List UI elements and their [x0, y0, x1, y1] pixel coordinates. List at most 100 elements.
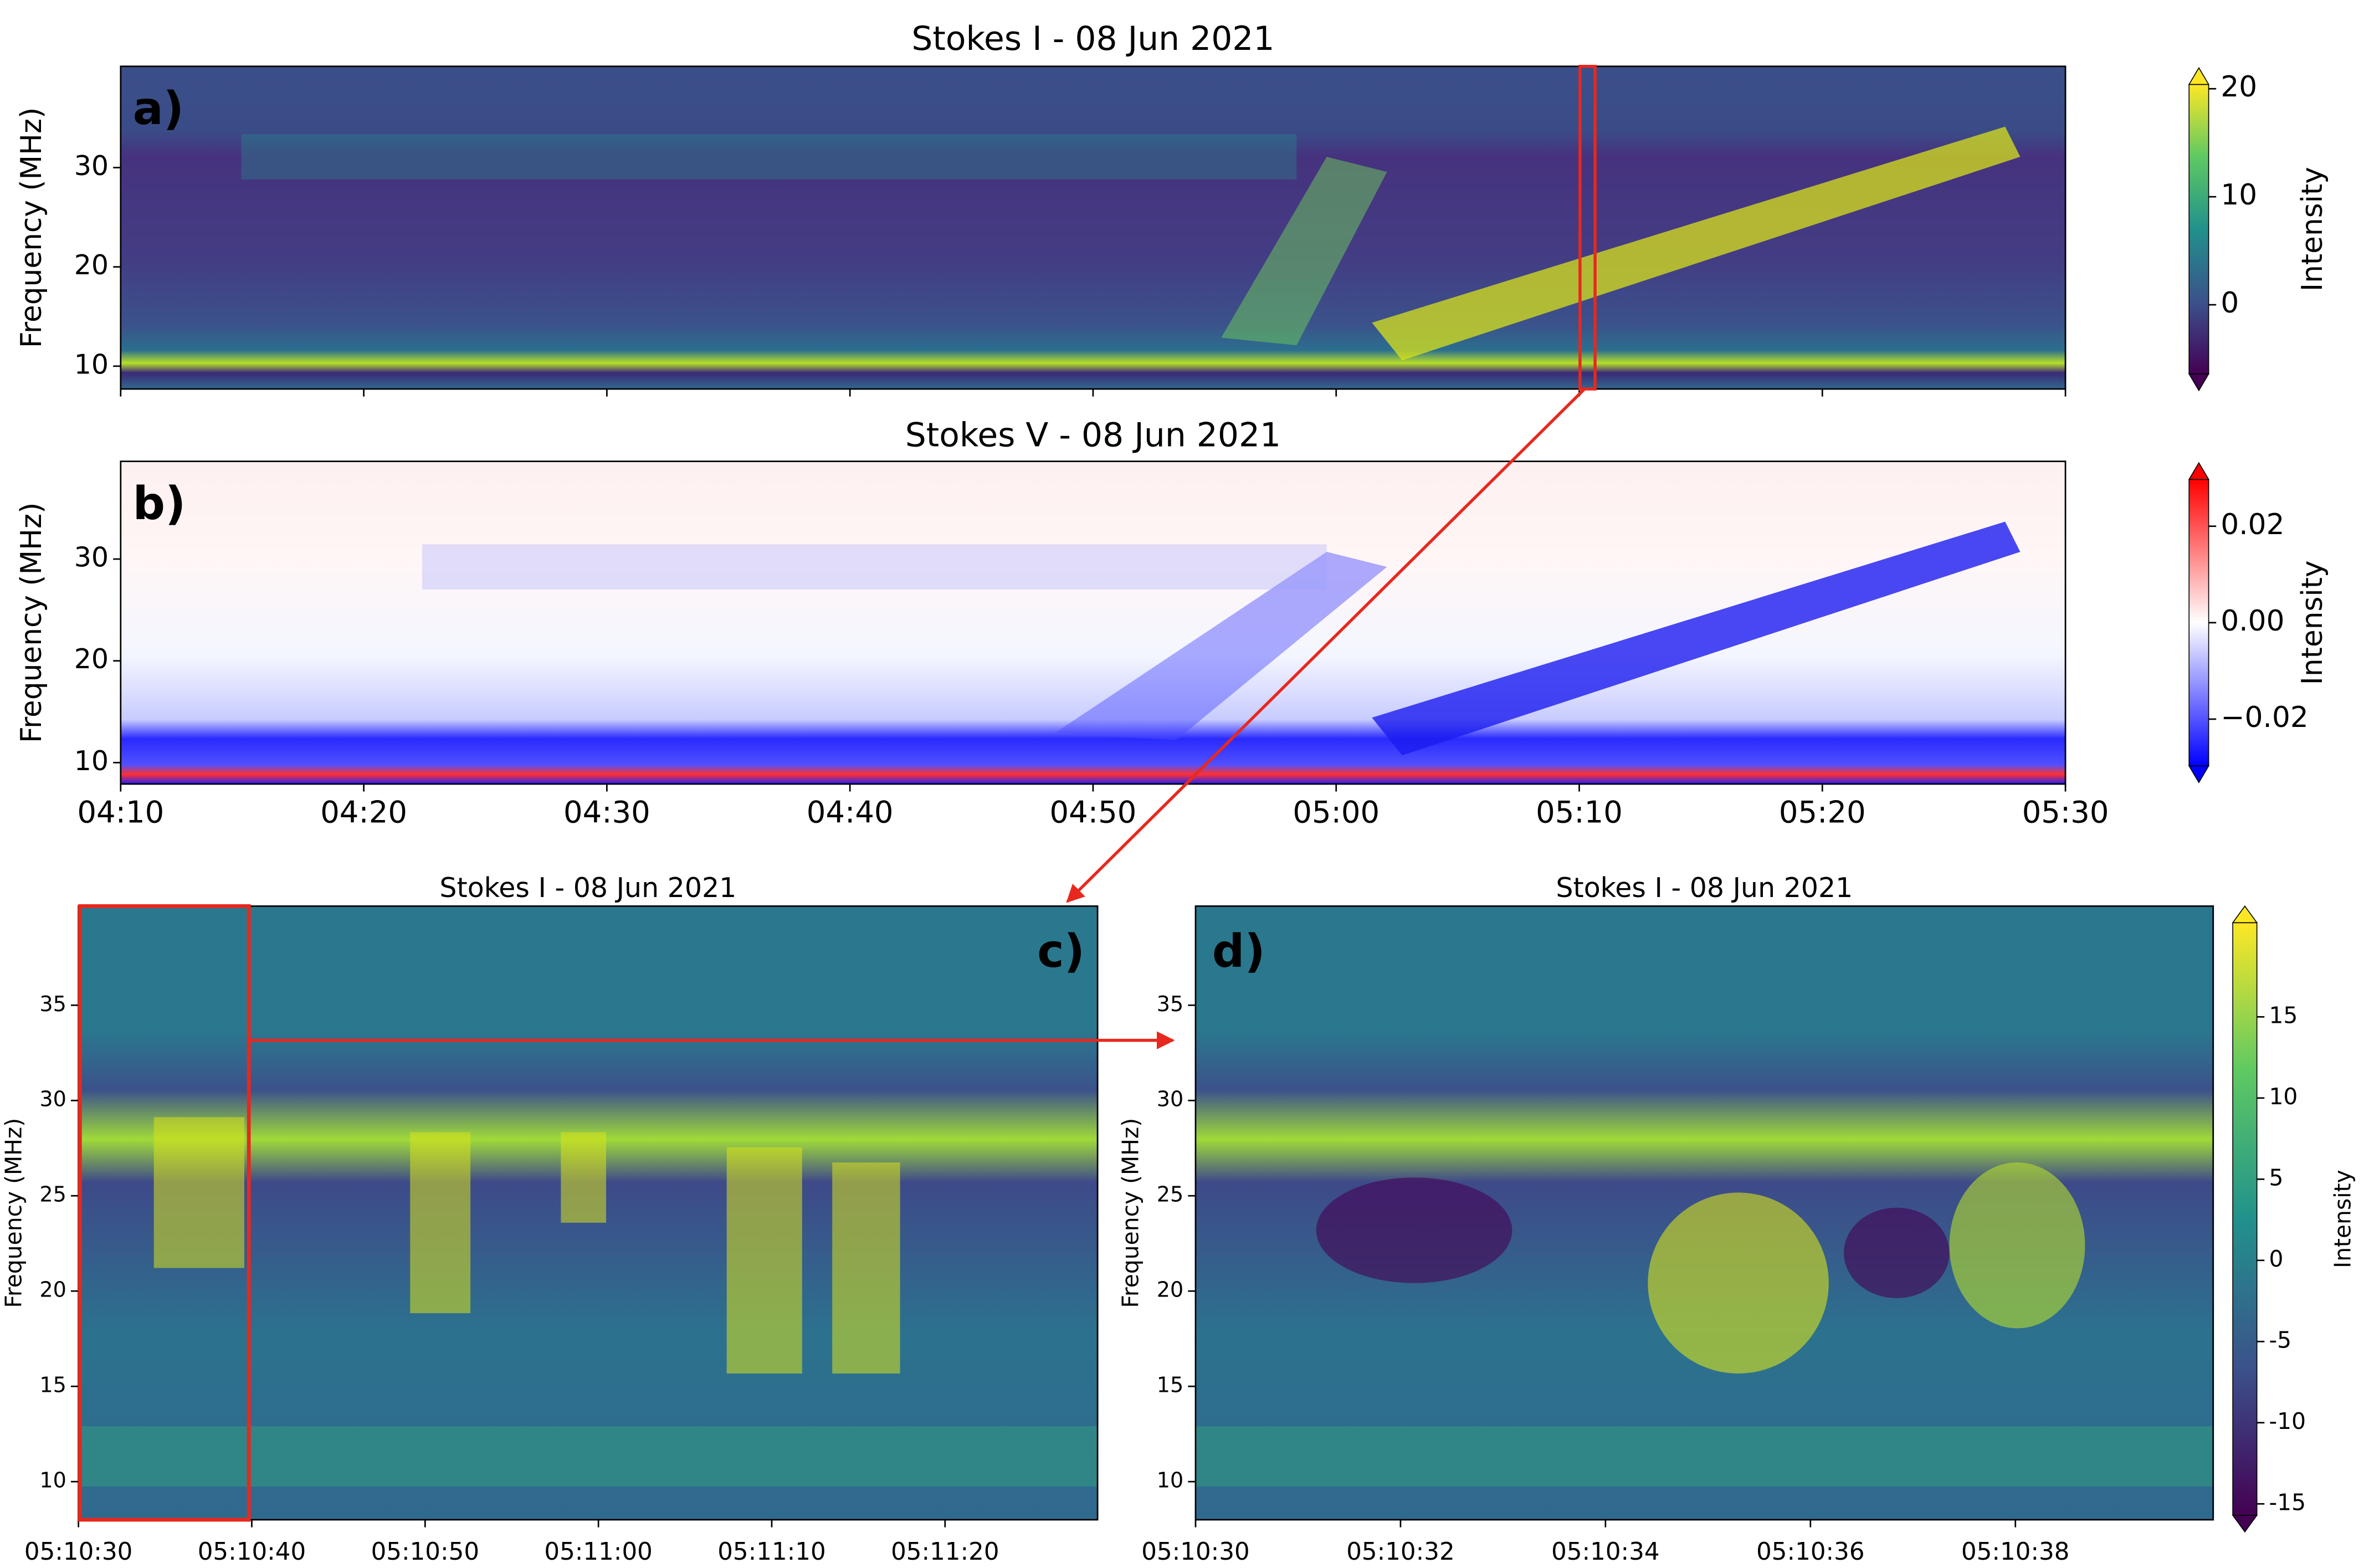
- colorbar-tick-label: 0: [2221, 286, 2239, 320]
- x-tick-label: 05:10:50: [371, 1538, 479, 1566]
- texture: [1316, 1177, 1512, 1283]
- colorbar-tick-label: 10: [2269, 1083, 2298, 1110]
- colorbar-extend: [2188, 66, 2210, 85]
- texture: [1648, 1192, 1829, 1374]
- colorbar-tick-label: 0.00: [2221, 604, 2284, 638]
- panel: Stokes V - 08 Jun 2021 b) Frequency (MHz) 1…: [15, 416, 2329, 830]
- colorbar-tick-label: -10: [2269, 1408, 2306, 1434]
- y-tick-label: 10: [74, 745, 109, 777]
- texture: [1844, 1207, 1950, 1298]
- y-tick-label: 35: [39, 992, 66, 1016]
- colorbar-tick-label: 20: [2221, 70, 2257, 104]
- panel-label: d): [1212, 925, 1265, 978]
- texture: [153, 1117, 244, 1268]
- y-tick-label: 15: [39, 1373, 66, 1397]
- texture: [726, 1147, 802, 1374]
- y-tick-label: 20: [74, 643, 109, 675]
- colorbar-extend: [2188, 462, 2210, 480]
- texture: [422, 544, 1327, 590]
- x-tick-label: 05:10:32: [1346, 1538, 1454, 1566]
- chart-title: Stokes V - 08 Jun 2021: [905, 416, 1281, 455]
- y-tick-label: 10: [74, 349, 109, 380]
- x-tick-label: 04:50: [1050, 795, 1137, 830]
- colorbar: [2232, 922, 2258, 1516]
- y-tick-label: 10: [39, 1468, 66, 1493]
- y-tick-label: 30: [1157, 1087, 1183, 1111]
- y-tick-label: 30: [74, 150, 109, 182]
- y-tick-label: 20: [39, 1278, 66, 1302]
- chart-title: Stokes I - 08 Jun 2021: [1556, 872, 1853, 904]
- chart-title: Stokes I - 08 Jun 2021: [911, 19, 1274, 58]
- zoom-arrow: [1066, 388, 1586, 903]
- texture: [1372, 126, 2021, 361]
- colorbar: [2188, 479, 2209, 767]
- y-tick-label: 25: [1157, 1182, 1183, 1207]
- x-tick-label: 05:10:34: [1551, 1538, 1659, 1566]
- y-axis-label: Frequency (MHz): [0, 1118, 27, 1308]
- y-tick-label: 20: [1157, 1278, 1183, 1302]
- texture: [561, 1132, 607, 1223]
- texture: [78, 1426, 1098, 1487]
- x-tick-label: 05:10: [1536, 795, 1623, 830]
- colorbar-tick-label: 5: [2269, 1164, 2283, 1191]
- panel: Stokes I - 08 Jun 2021 a) Frequency (MHz) 1…: [15, 19, 2329, 397]
- panel: Stokes I - 08 Jun 2021 d) Frequency (MHz) 1…: [1117, 872, 2356, 1566]
- x-tick-label: 05:20: [1779, 795, 1866, 830]
- zoom-box: [1578, 65, 1597, 391]
- colorbar-tick-label: 15: [2269, 1002, 2298, 1028]
- x-tick-label: 04:20: [320, 795, 407, 830]
- y-axis-label: Frequency (MHz): [15, 503, 48, 743]
- x-tick-label: 05:10:38: [1961, 1538, 2069, 1566]
- y-tick-label: 30: [74, 542, 109, 573]
- colorbar-tick-label: -5: [2269, 1326, 2291, 1353]
- colorbar-tick-label: -15: [2269, 1489, 2306, 1515]
- colorbar-extend: [2188, 373, 2210, 392]
- y-tick-label: 15: [1157, 1373, 1183, 1397]
- colorbar-extend: [2232, 905, 2258, 924]
- x-tick-label: 05:10:40: [198, 1538, 306, 1566]
- x-tick-label: 05:30: [2022, 795, 2109, 830]
- spectrogram: [120, 461, 2066, 784]
- x-tick-label: 05:11:00: [544, 1538, 652, 1566]
- colorbar-label: Intensity: [2296, 560, 2329, 685]
- colorbar-label: Intensity: [2296, 167, 2329, 291]
- y-axis-label: Frequency (MHz): [15, 107, 48, 348]
- x-tick-label: 05:11:10: [717, 1538, 825, 1566]
- x-tick-label: 05:11:20: [891, 1538, 999, 1566]
- texture: [1372, 521, 2021, 756]
- x-tick-label: 05:10:36: [1756, 1538, 1864, 1566]
- colorbar-tick-label: −0.02: [2221, 701, 2308, 734]
- texture: [1195, 1426, 2213, 1487]
- spectrogram: [120, 66, 2066, 390]
- x-tick-label: 05:10:30: [24, 1538, 132, 1566]
- y-tick-label: 35: [1157, 992, 1183, 1016]
- chart-title: Stokes I - 08 Jun 2021: [439, 872, 736, 904]
- texture: [1221, 157, 1387, 346]
- y-tick-label: 30: [39, 1087, 66, 1111]
- panel-label: b): [133, 478, 186, 530]
- x-tick-label: 04:40: [807, 795, 894, 830]
- spectrogram: [78, 906, 1098, 1520]
- colorbar-extend: [2232, 1514, 2258, 1533]
- texture: [241, 134, 1297, 180]
- colorbar-tick-label: 0: [2269, 1246, 2283, 1272]
- zoom-box: [78, 904, 251, 1522]
- panel: Stokes I - 08 Jun 2021 c) Frequency (MHz) 1…: [0, 872, 1099, 1566]
- colorbar: [2188, 84, 2209, 375]
- texture: [410, 1132, 471, 1314]
- panel-label: a): [133, 83, 184, 135]
- x-tick-label: 05:10:30: [1141, 1538, 1249, 1566]
- texture: [1949, 1162, 2085, 1329]
- y-axis-label: Frequency (MHz): [1117, 1118, 1144, 1308]
- plot-frame: [1194, 905, 2214, 1521]
- x-tick-label: 05:00: [1293, 795, 1380, 830]
- spectrogram: [1195, 906, 2213, 1520]
- colorbar-tick-label: 10: [2221, 178, 2257, 212]
- y-tick-label: 25: [39, 1182, 66, 1207]
- texture: [1055, 551, 1387, 741]
- texture: [832, 1162, 900, 1374]
- colorbar-label: Intensity: [2330, 1170, 2356, 1268]
- colorbar-extend: [2188, 765, 2210, 783]
- x-tick-label: 04:30: [563, 795, 650, 830]
